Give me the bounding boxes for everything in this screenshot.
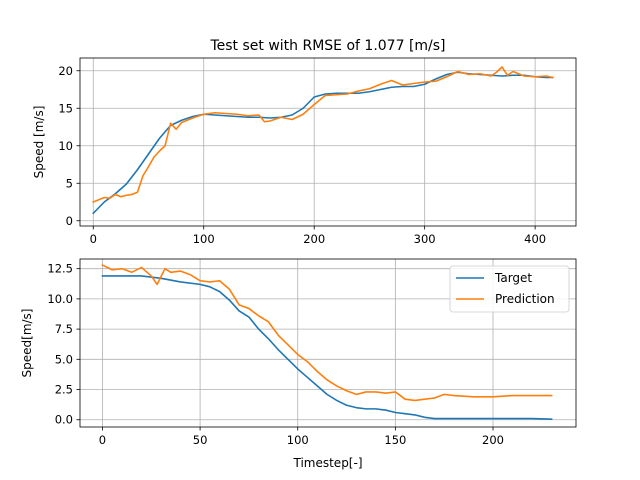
- bottom-y-tick-label: 5.0: [55, 352, 73, 366]
- top-chart-title: Test set with RMSE of 1.077 [m/s]: [209, 38, 445, 54]
- legend-target-label: Target: [494, 271, 532, 285]
- bottom-x-tick-label: 50: [193, 433, 208, 447]
- top-ticks: 0 100 200 300 400 0 5 10 15 20: [58, 64, 546, 246]
- bottom-subplot: 0 50 100 150 200 0.0 2.5 5.0 7.5 10.0 12.5 Speed[m…: [20, 258, 577, 470]
- top-y-axis-label: Speed [m/s]: [32, 106, 46, 179]
- top-y-tick-label: 20: [58, 64, 73, 78]
- bottom-x-axis-label: Timestep[-]: [292, 456, 362, 470]
- legend: Target Prediction: [449, 265, 570, 313]
- bottom-x-tick-label: 0: [99, 433, 106, 447]
- bottom-y-axis-label: Speed[m/s]: [20, 309, 34, 378]
- top-y-tick-label: 15: [58, 101, 73, 115]
- bottom-y-tick-label: 0.0: [55, 413, 73, 427]
- top-x-tick-label: 300: [414, 232, 436, 246]
- bottom-x-tick-label: 100: [287, 433, 309, 447]
- top-x-tick-label: 400: [524, 232, 546, 246]
- bottom-prediction-line: [101, 263, 553, 402]
- top-x-tick-label: 0: [90, 232, 97, 246]
- bottom-ticks: 0 50 100 150 200 0.0 2.5 5.0 7.5 10.0 12.5: [47, 262, 504, 447]
- top-y-tick-label: 5: [66, 176, 73, 190]
- bottom-y-tick-label: 2.5: [55, 383, 73, 397]
- top-axes-frame: [79, 57, 577, 227]
- bottom-target-line: [101, 275, 553, 420]
- bottom-x-tick-label: 200: [482, 433, 504, 447]
- bottom-axes-frame: [79, 258, 577, 428]
- bottom-x-tick-label: 150: [384, 433, 406, 447]
- bottom-y-tick-label: 10.0: [47, 292, 73, 306]
- top-x-tick-label: 100: [193, 232, 215, 246]
- top-prediction-line: [92, 66, 554, 204]
- top-x-tick-label: 200: [303, 232, 325, 246]
- bottom-series-lines: [101, 263, 553, 420]
- bottom-y-tick-label: 7.5: [55, 322, 73, 336]
- top-y-tick-label: 10: [58, 139, 73, 153]
- top-series-lines: [92, 66, 554, 215]
- bottom-y-tick-label: 12.5: [47, 262, 73, 276]
- top-y-tick-label: 0: [66, 214, 73, 228]
- top-grid: [80, 58, 576, 226]
- legend-prediction-label: Prediction: [495, 292, 555, 306]
- top-subplot: Test set with RMSE of 1.077 [m/s] 0 100 20…: [32, 38, 577, 246]
